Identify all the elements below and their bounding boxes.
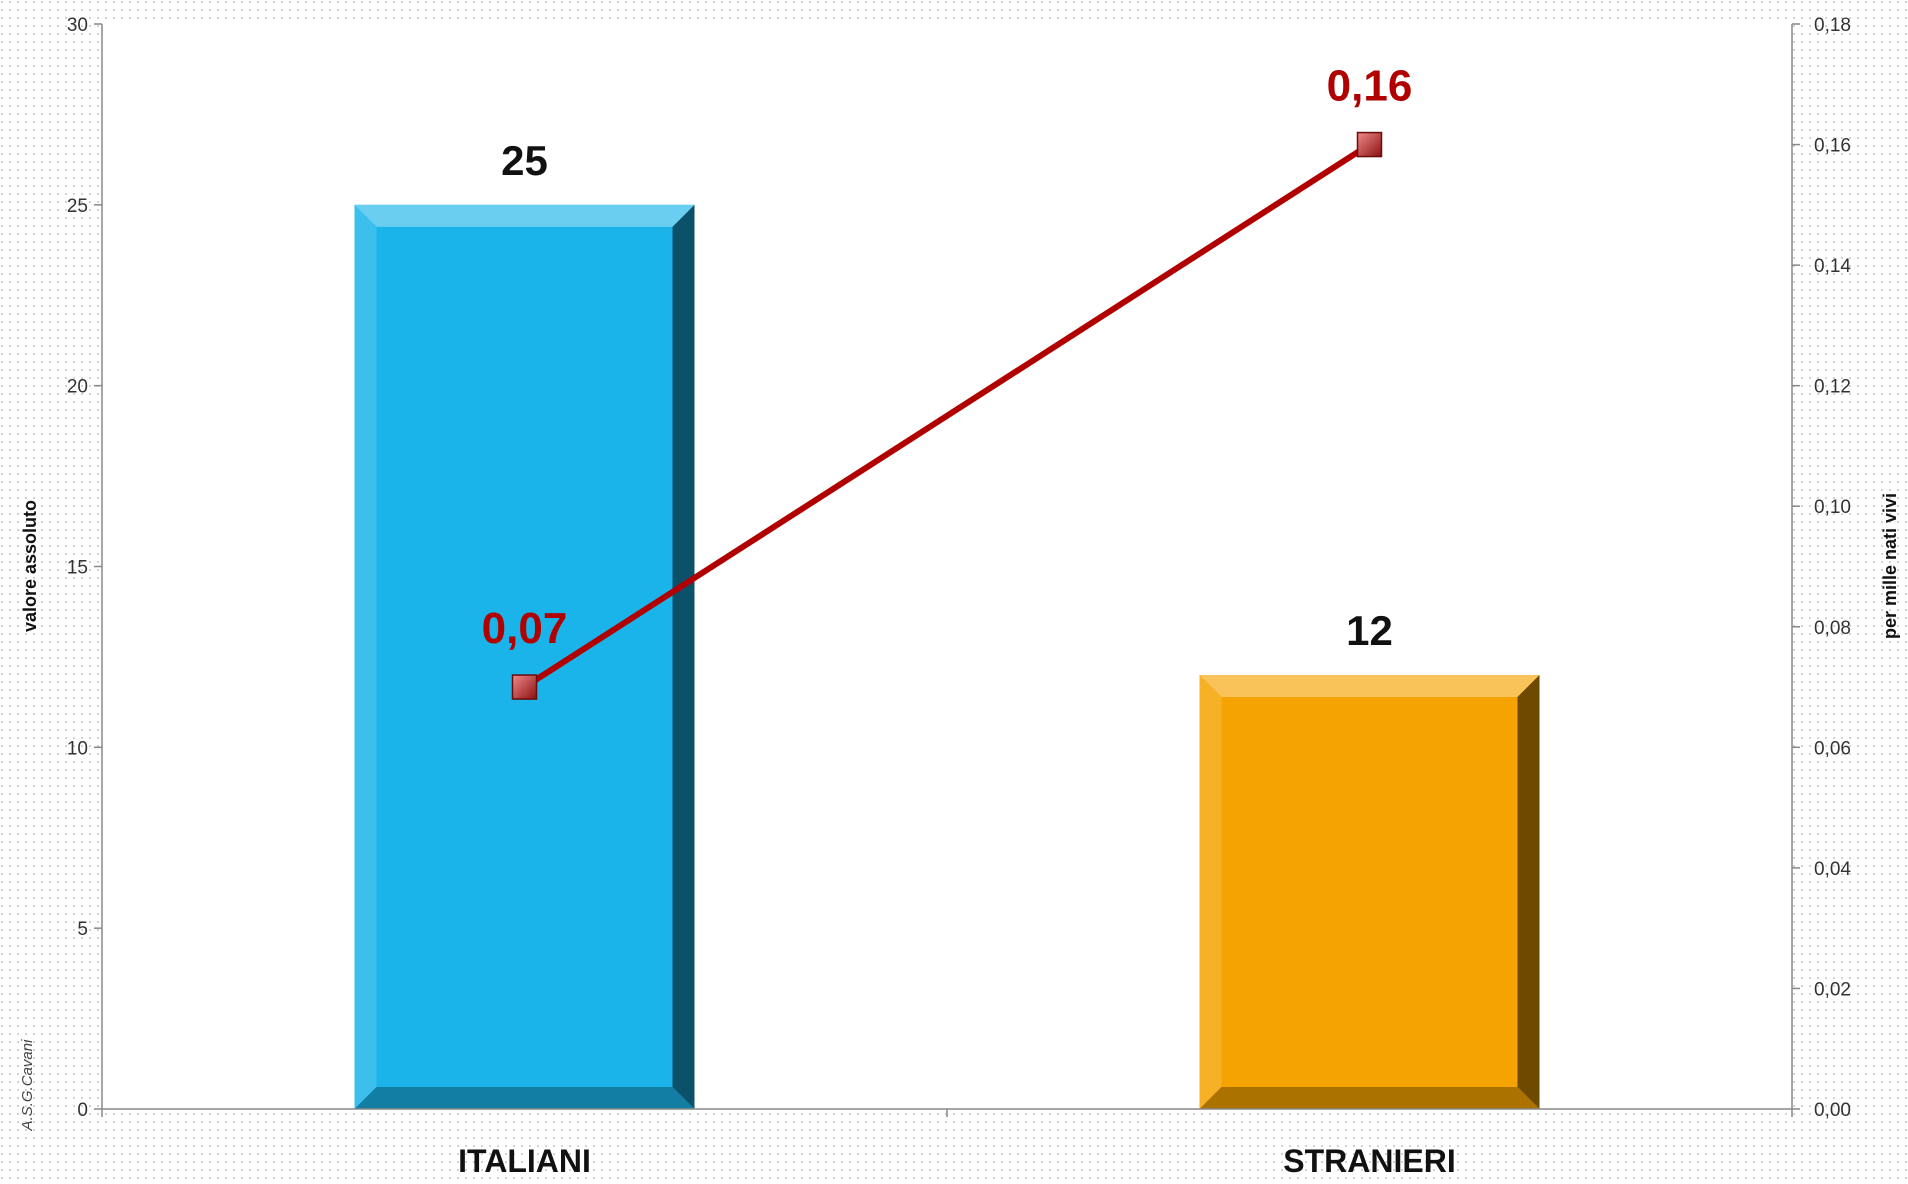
y-axis-title: valore assoluto — [20, 500, 40, 632]
y-tick-label: 0 — [77, 1100, 88, 1121]
bar-bevel-right — [1517, 675, 1540, 1109]
x-tick-label: ITALIANI — [458, 1143, 591, 1179]
y2-tick-label: 0,18 — [1814, 15, 1851, 36]
y2-tick-label: 0,12 — [1814, 377, 1851, 398]
line-layer — [511, 131, 1383, 700]
y-tick-label: 5 — [77, 919, 88, 940]
y2-tick-label: 0,08 — [1814, 618, 1851, 639]
y-tick-label: 25 — [67, 196, 88, 217]
y-tick-label: 20 — [67, 377, 88, 398]
bar-face — [1199, 675, 1540, 1109]
y2-tick-label: 0,16 — [1814, 136, 1851, 157]
bar-bevel-left — [1199, 675, 1222, 1109]
y2-tick-label: 0,04 — [1814, 859, 1851, 880]
bar-bevel-bottom — [354, 1087, 695, 1109]
y2-tick-label: 0,14 — [1814, 256, 1851, 277]
y2-tick-label: 0,10 — [1814, 497, 1851, 518]
bar-bevel-top — [1199, 675, 1540, 697]
bar-bevel-left — [354, 204, 377, 1110]
axes-layer: 0 5 10 15 20 25 30 0,00 0,02 0,04 0,06 0,08 0,10 0,12… — [67, 15, 1852, 1179]
bar-bevel-bottom — [1199, 1087, 1540, 1109]
y-tick-label: 30 — [67, 15, 88, 36]
y2-tick-label: 0,00 — [1814, 1100, 1851, 1121]
y2-tick-label: 0,06 — [1814, 738, 1851, 759]
bar-face — [354, 204, 695, 1110]
bar — [1199, 675, 1540, 1109]
bar-value-label: 12 — [1346, 607, 1393, 654]
bar-bevel-right — [672, 204, 695, 1110]
bars-layer — [354, 204, 1540, 1110]
series-line — [522, 142, 1372, 690]
y-tick-label: 15 — [67, 558, 88, 579]
y-tick-label: 10 — [67, 738, 88, 759]
bar — [354, 204, 695, 1110]
y2-tick-label: 0,02 — [1814, 979, 1851, 1000]
line-point-marker — [1356, 131, 1383, 158]
labels-layer: 25 12 0,07 0,16 — [482, 62, 1413, 654]
line-value-label: 0,16 — [1327, 62, 1413, 111]
bar-bevel-top — [354, 204, 695, 227]
bar-value-label: 25 — [501, 137, 548, 184]
x-tick-label: STRANIERI — [1283, 1143, 1455, 1179]
y2-axis-title: per mille nati vivi — [1880, 493, 1900, 639]
credit-text: A.S.G.Cavani — [19, 1039, 36, 1132]
line-value-label: 0,07 — [482, 604, 568, 653]
line-point-marker — [511, 674, 538, 700]
